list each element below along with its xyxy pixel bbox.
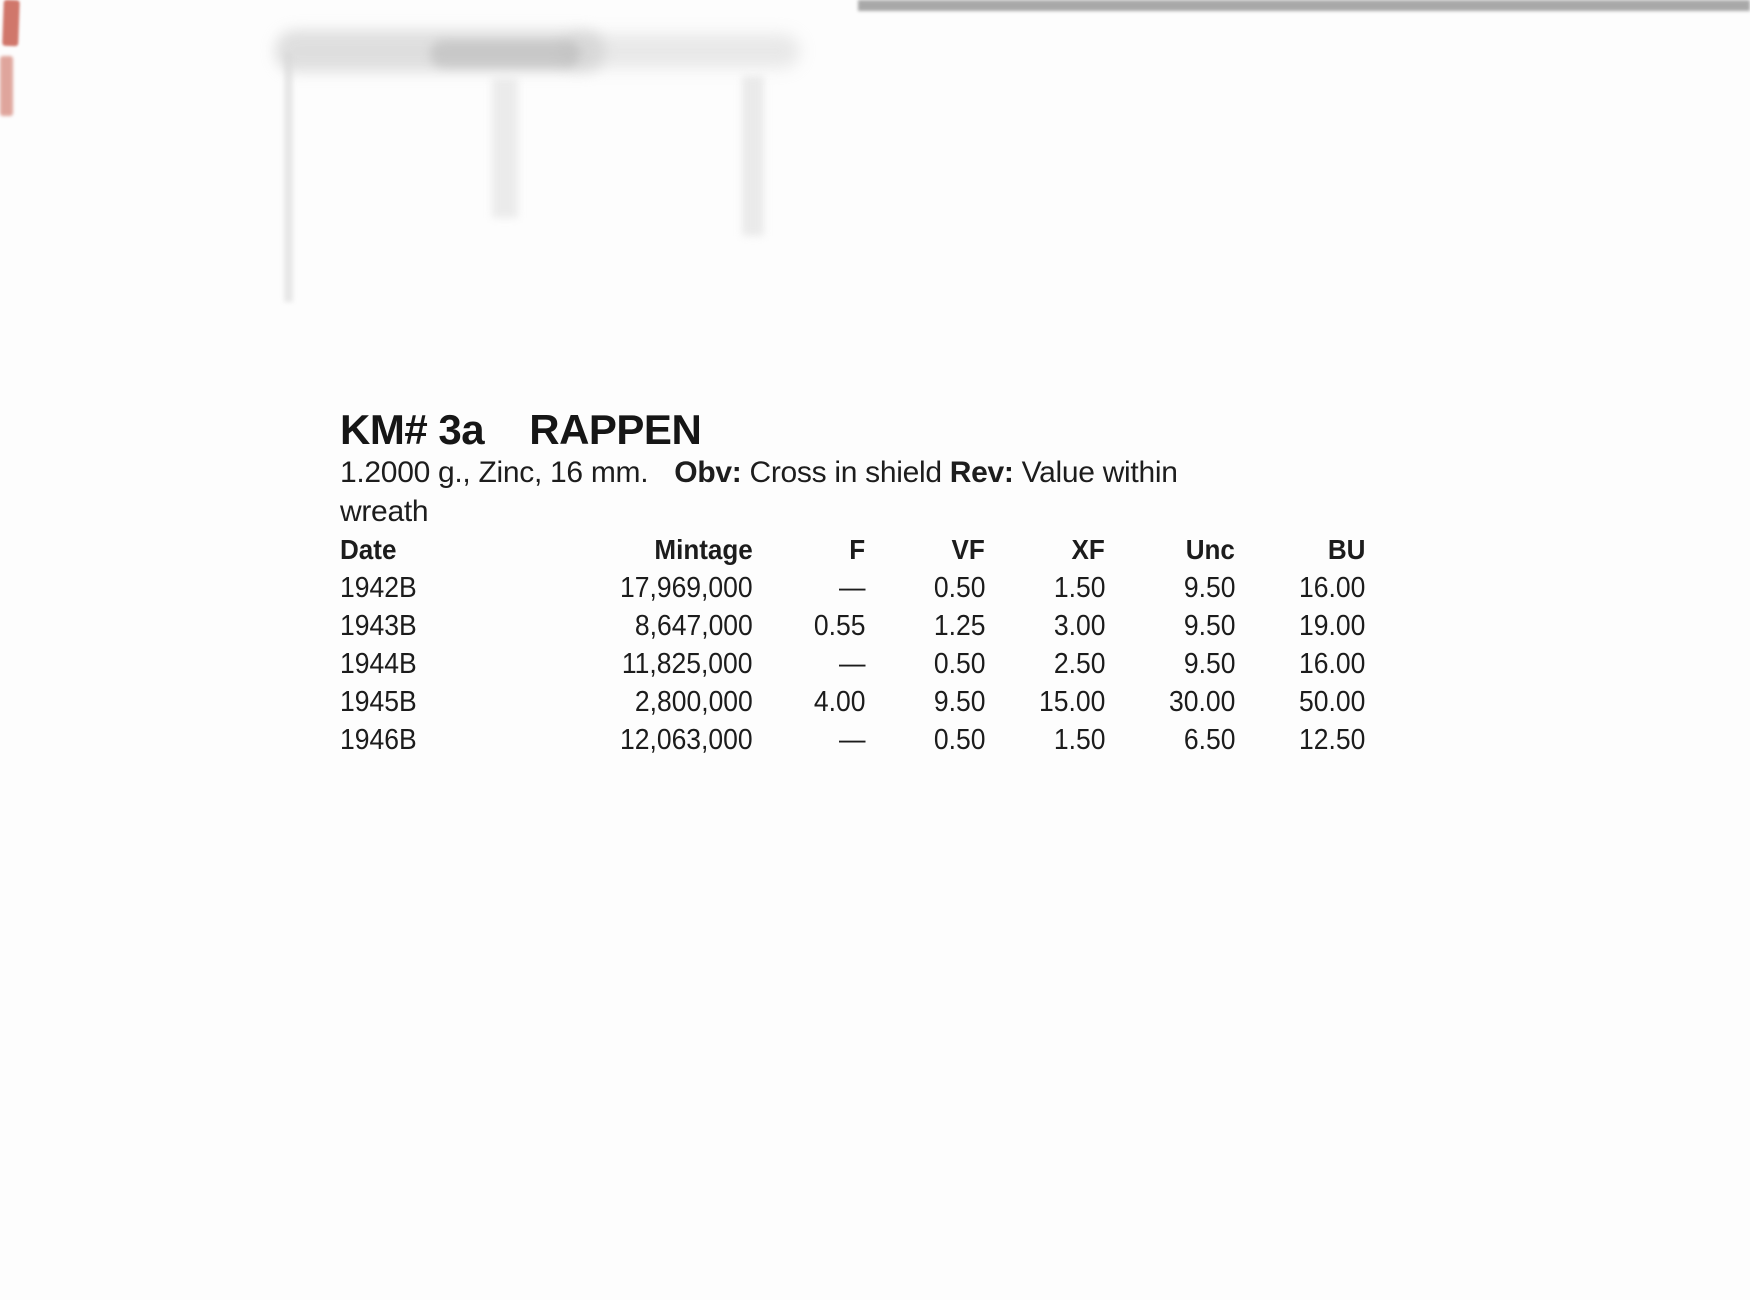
price-cell: 9.50 xyxy=(933,686,985,718)
specs-text: 1.2000 g., Zinc, 16 mm. xyxy=(340,456,649,489)
date-cell: 1946B xyxy=(340,724,417,756)
price-cell: 19.00 xyxy=(1298,610,1365,642)
price-cell: 9.50 xyxy=(1183,648,1235,680)
price-cell: — xyxy=(838,648,865,680)
scan-artifact-smudge xyxy=(275,30,605,72)
price-cell: 3.00 xyxy=(1053,610,1105,642)
denomination: RAPPEN xyxy=(529,406,702,453)
mintage-cell: 12,063,000 xyxy=(620,724,753,756)
price-table: Date Mintage F VF XF Unc BU 1942B 17,969… xyxy=(340,531,1365,759)
col-header-bu: BU xyxy=(1327,534,1365,565)
price-cell: 6.50 xyxy=(1183,724,1235,756)
date-cell: 1942B xyxy=(340,572,417,604)
price-cell: 1.25 xyxy=(933,610,985,642)
col-header-unc: Unc xyxy=(1185,534,1235,565)
price-cell: 0.50 xyxy=(933,572,985,604)
col-header-date: Date xyxy=(340,534,397,565)
obverse-label: Obv: xyxy=(674,456,742,489)
price-cell: 4.00 xyxy=(813,686,865,718)
scan-artifact-smudge-dark xyxy=(430,40,580,68)
reverse-description: Value within wreath xyxy=(340,456,1178,528)
col-header-mintage: Mintage xyxy=(654,534,753,565)
scan-artifact-ghost-streak-2 xyxy=(492,78,518,218)
scan-artifact-ghost-streak-1 xyxy=(284,52,293,302)
reverse-label: Rev: xyxy=(949,456,1014,489)
price-cell: 12.50 xyxy=(1298,724,1365,756)
price-cell: 0.50 xyxy=(933,648,985,680)
mintage-cell: 17,969,000 xyxy=(620,572,753,604)
scan-artifact-ghost-streak-3 xyxy=(742,76,764,236)
mintage-cell: 11,825,000 xyxy=(622,648,753,680)
price-cell: 2.50 xyxy=(1053,648,1105,680)
price-cell: 1.50 xyxy=(1053,572,1105,604)
date-cell: 1944B xyxy=(340,648,417,680)
col-header-vf: VF xyxy=(951,534,985,565)
price-cell: — xyxy=(838,724,865,756)
price-cell: — xyxy=(838,572,865,604)
entry-description: 1.2000 g., Zinc, 16 mm. Obv: Cross in sh… xyxy=(340,453,1260,531)
price-cell: 30.00 xyxy=(1168,686,1235,718)
price-cell: 0.50 xyxy=(933,724,985,756)
scan-artifact-smudge-right xyxy=(560,34,800,68)
obverse-description: Cross in shield xyxy=(749,456,942,489)
price-cell: 16.00 xyxy=(1298,572,1365,604)
col-header-f: F xyxy=(849,534,865,565)
scan-artifact-top-band xyxy=(858,0,1750,11)
price-cell: 9.50 xyxy=(1183,572,1235,604)
scan-artifact-red-streak-top xyxy=(2,0,20,47)
price-cell: 16.00 xyxy=(1298,648,1365,680)
entry-title: KM# 3a RAPPEN xyxy=(340,406,702,454)
mintage-cell: 8,647,000 xyxy=(635,610,753,642)
scan-artifact-red-streak-lower xyxy=(0,56,13,116)
mintage-cell: 2,800,000 xyxy=(635,686,753,718)
price-cell: 50.00 xyxy=(1298,686,1365,718)
price-cell: 0.55 xyxy=(813,610,865,642)
km-number: KM# 3a xyxy=(340,406,485,453)
date-cell: 1945B xyxy=(340,686,417,718)
date-cell: 1943B xyxy=(340,610,417,642)
price-cell: 9.50 xyxy=(1183,610,1235,642)
price-cell: 15.00 xyxy=(1038,686,1105,718)
price-cell: 1.50 xyxy=(1053,724,1105,756)
col-header-xf: XF xyxy=(1071,534,1105,565)
